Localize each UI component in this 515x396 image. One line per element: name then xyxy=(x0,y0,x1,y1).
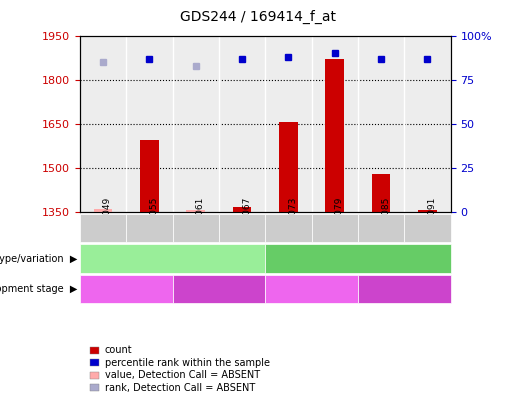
Text: GSM4067: GSM4067 xyxy=(242,196,251,240)
Bar xyxy=(312,36,358,212)
Text: GDS244 / 169414_f_at: GDS244 / 169414_f_at xyxy=(180,10,335,24)
Text: postnatal day 1: postnatal day 1 xyxy=(88,284,164,294)
Text: count: count xyxy=(105,345,132,356)
Bar xyxy=(186,210,205,212)
Bar xyxy=(279,122,298,212)
Bar xyxy=(404,36,451,212)
Text: GSM4055: GSM4055 xyxy=(149,196,158,240)
Bar xyxy=(126,36,173,212)
Bar xyxy=(233,207,251,212)
Bar xyxy=(325,59,344,212)
Text: GSM4085: GSM4085 xyxy=(381,196,390,240)
Text: development stage  ▶: development stage ▶ xyxy=(0,284,77,294)
Text: value, Detection Call = ABSENT: value, Detection Call = ABSENT xyxy=(105,370,260,381)
Text: GSM4049: GSM4049 xyxy=(103,196,112,240)
Bar xyxy=(140,140,159,212)
Text: GSM4079: GSM4079 xyxy=(335,196,344,240)
Text: GSM4061: GSM4061 xyxy=(196,196,204,240)
Text: genotype/variation  ▶: genotype/variation ▶ xyxy=(0,253,77,264)
Text: postnatal day 1: postnatal day 1 xyxy=(273,284,350,294)
Bar xyxy=(418,210,437,212)
Bar xyxy=(265,36,312,212)
Text: wild type: wild type xyxy=(150,253,195,264)
Bar xyxy=(94,209,112,212)
Text: GSM4091: GSM4091 xyxy=(427,196,436,240)
Bar xyxy=(80,36,126,212)
Bar xyxy=(372,174,390,212)
Text: percentile rank within the sample: percentile rank within the sample xyxy=(105,358,269,368)
Text: GSM4073: GSM4073 xyxy=(288,196,297,240)
Text: postnatal day 5: postnatal day 5 xyxy=(181,284,257,294)
Text: mutant fibrillin-1 deficient: mutant fibrillin-1 deficient xyxy=(294,253,422,264)
Text: rank, Detection Call = ABSENT: rank, Detection Call = ABSENT xyxy=(105,383,255,393)
Text: postnatal day 5: postnatal day 5 xyxy=(366,284,442,294)
Bar xyxy=(173,36,219,212)
Bar xyxy=(358,36,404,212)
Bar xyxy=(219,36,265,212)
